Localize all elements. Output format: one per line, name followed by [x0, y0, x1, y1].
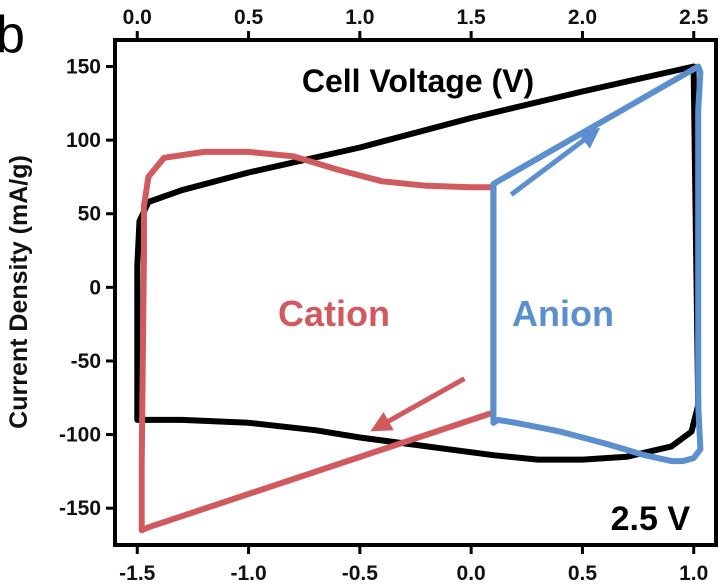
- annotation-anion: Anion: [512, 293, 614, 334]
- y-tick-label: 50: [78, 203, 101, 226]
- y-tick-label: -150: [59, 497, 101, 520]
- corner-label: 2.5 V: [611, 500, 691, 538]
- y-axis-title: Current Density (mA/g): [5, 155, 33, 429]
- inner-title: Cell Voltage (V): [302, 63, 534, 99]
- x-bottom-tick-label: -1.5: [119, 562, 156, 585]
- series-cation: [138, 148, 497, 534]
- y-tick-label: 100: [66, 129, 101, 152]
- arrows-layer: [370, 127, 601, 432]
- series-anion: [490, 63, 704, 465]
- y-tick-label: 0: [89, 276, 101, 299]
- y-tick-label: 150: [66, 56, 101, 79]
- y-tick-label: -100: [59, 424, 101, 447]
- x-bottom-tick-label: 1.0: [679, 562, 708, 585]
- x-top-tick-label: 1.0: [345, 6, 374, 29]
- x-bottom-tick-label: -1.0: [230, 562, 266, 585]
- annotation-cation: Cation: [278, 293, 390, 334]
- x-top-tick-label: 2.5: [679, 6, 709, 29]
- x-top-tick-label: 0.5: [234, 6, 264, 29]
- series-layer: [134, 63, 704, 534]
- axis-ticks: -1.5 -1.0 -0.5 0.0 0.5 1.0 0.0 0.5 1.0 1.5 2.0 2.5 1…: [59, 6, 709, 585]
- x-top-tick-label: 1.5: [457, 6, 487, 29]
- x-bottom-tick-label: 0.5: [568, 562, 598, 585]
- arrow-anion: [509, 127, 601, 197]
- x-bottom-tick-label: 0.0: [457, 562, 486, 585]
- arrow-cation: [370, 376, 466, 432]
- y-tick-label: -50: [71, 350, 101, 373]
- x-top-tick-label: 0.0: [123, 6, 152, 29]
- x-top-tick-label: 2.0: [568, 6, 597, 29]
- plot-frame: [113, 38, 718, 547]
- x-bottom-tick-label: -0.5: [342, 562, 379, 585]
- panel-label: b: [0, 6, 25, 64]
- series-cell-voltage: [134, 63, 702, 463]
